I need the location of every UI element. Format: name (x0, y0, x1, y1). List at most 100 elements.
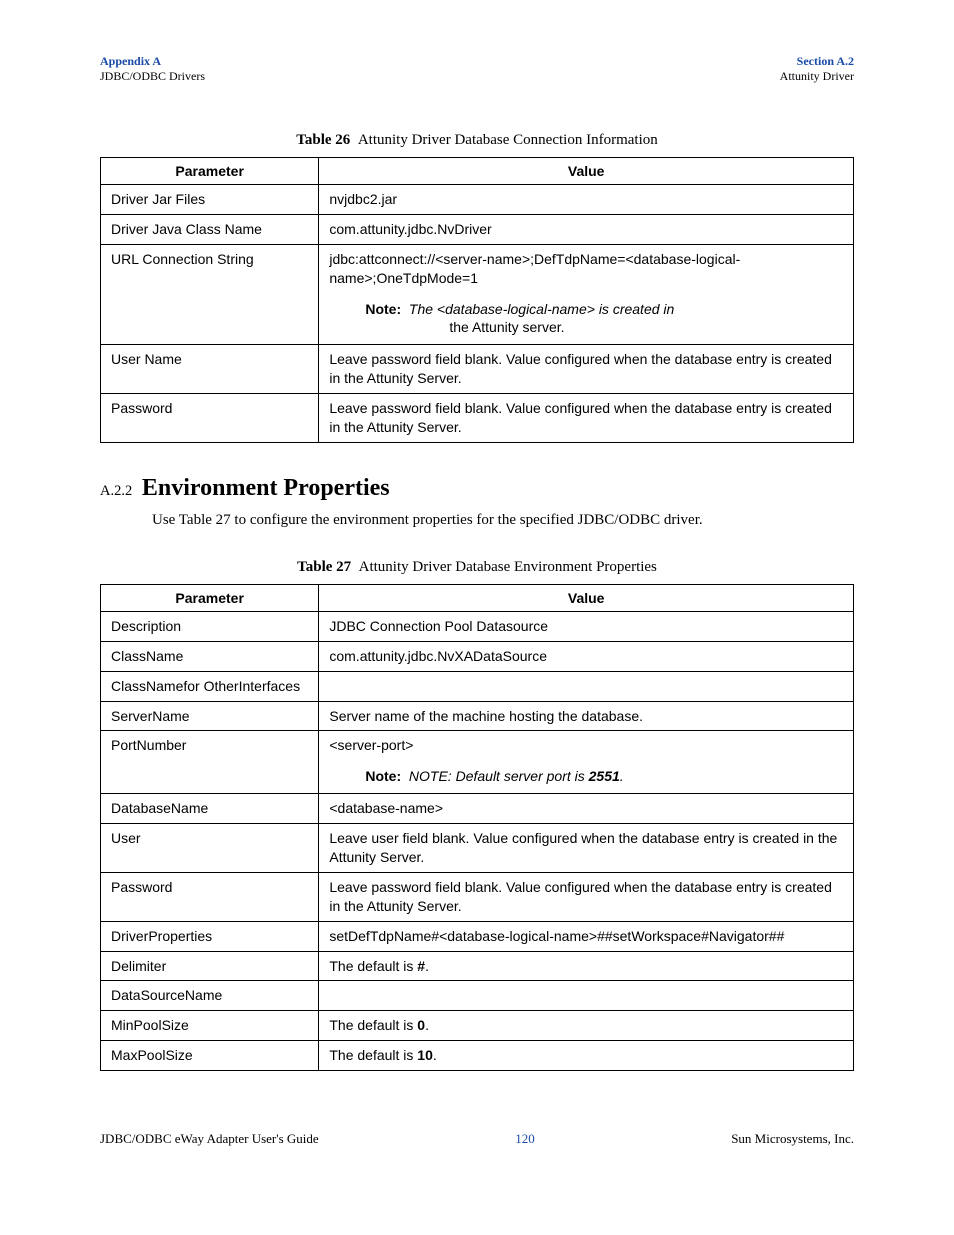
val-pre: The default is (329, 958, 417, 974)
table-row: MaxPoolSize The default is 10. (101, 1041, 854, 1071)
table26-caption: Table 26 Attunity Driver Database Connec… (100, 132, 854, 149)
val-pre: The default is (329, 1017, 417, 1033)
cell-param: ServerName (101, 701, 319, 731)
page-footer: JDBC/ODBC eWay Adapter User's Guide 120 … (100, 1131, 854, 1147)
header-appendix: Appendix A (100, 54, 205, 69)
table27-label: Table 27 (297, 559, 351, 575)
table-row: Password Leave password field blank. Val… (101, 872, 854, 921)
cell-param: URL Connection String (101, 244, 319, 345)
cell-param: DatabaseName (101, 794, 319, 824)
cell-param: PortNumber (101, 731, 319, 794)
val-bold: 10 (417, 1047, 433, 1063)
cell-value: The default is 0. (319, 1011, 854, 1041)
cell-param: MinPoolSize (101, 1011, 319, 1041)
table27-head-param: Parameter (101, 584, 319, 611)
header-right-sub: Attunity Driver (780, 69, 854, 84)
section-title: Environment Properties (142, 475, 390, 501)
cell-param: Password (101, 394, 319, 443)
cell-param: Driver Jar Files (101, 185, 319, 215)
cell-value: The default is #. (319, 951, 854, 981)
val-post: . (425, 958, 429, 974)
footer-page-number: 120 (515, 1131, 535, 1147)
cell-param: Driver Java Class Name (101, 214, 319, 244)
table-row: MinPoolSize The default is 0. (101, 1011, 854, 1041)
val-bold: # (417, 958, 425, 974)
table-row: ServerName Server name of the machine ho… (101, 701, 854, 731)
cell-param: User (101, 824, 319, 873)
cell-param: DataSourceName (101, 981, 319, 1011)
table-row: Driver Jar Files nvjdbc2.jar (101, 185, 854, 215)
cell-param: DriverProperties (101, 921, 319, 951)
section-number: A.2.2 (100, 483, 132, 499)
cell-param: Description (101, 611, 319, 641)
note-label: Note: (365, 301, 401, 317)
table-row: PortNumber <server-port> Note: NOTE: Def… (101, 731, 854, 794)
header-left: Appendix A JDBC/ODBC Drivers (100, 54, 205, 84)
table-row: DataSourceName (101, 981, 854, 1011)
cell-value: Leave password field blank. Value config… (319, 394, 854, 443)
table-row: URL Connection String jdbc:attconnect://… (101, 244, 854, 345)
header-left-sub: JDBC/ODBC Drivers (100, 69, 205, 84)
cell-param: User Name (101, 345, 319, 394)
table26-head-value: Value (319, 158, 854, 185)
page: Appendix A JDBC/ODBC Drivers Section A.2… (0, 0, 954, 1187)
table27: Parameter Value Description JDBC Connect… (100, 584, 854, 1071)
note-bold: 2551 (589, 768, 620, 784)
val-bold: 0 (417, 1017, 425, 1033)
table27-caption: Table 27 Attunity Driver Database Enviro… (100, 559, 854, 576)
cell-value: com.attunity.jdbc.NvDriver (319, 214, 854, 244)
table-row: Driver Java Class Name com.attunity.jdbc… (101, 214, 854, 244)
cell-value (319, 981, 854, 1011)
cell-value: com.attunity.jdbc.NvXADataSource (319, 641, 854, 671)
cell-value: nvjdbc2.jar (319, 185, 854, 215)
cell-value: JDBC Connection Pool Datasource (319, 611, 854, 641)
cell-value: Server name of the machine hosting the d… (319, 701, 854, 731)
note-block: Note: NOTE: Default server port is 2551. (365, 767, 843, 786)
table-row: Password Leave password field blank. Val… (101, 394, 854, 443)
section-heading: A.2.2 Environment Properties (100, 475, 854, 502)
note-rest: the Attunity server. (449, 318, 843, 337)
table-row: User Leave user field blank. Value confi… (101, 824, 854, 873)
table26-head-param: Parameter (101, 158, 319, 185)
cell-param: ClassName (101, 641, 319, 671)
table-row: Description JDBC Connection Pool Datasou… (101, 611, 854, 641)
cell-value (319, 671, 854, 701)
cell-param: Password (101, 872, 319, 921)
table-row: Delimiter The default is #. (101, 951, 854, 981)
cell-value-text: <server-port> (329, 737, 413, 753)
table-row: User Name Leave password field blank. Va… (101, 345, 854, 394)
cell-value: Leave password field blank. Value config… (319, 872, 854, 921)
note-post: . (620, 768, 624, 784)
header-section: Section A.2 (780, 54, 854, 69)
note-body: NOTE: Default server port is 2551. (409, 768, 624, 784)
cell-value: <database-name> (319, 794, 854, 824)
table27-caption-text: Attunity Driver Database Environment Pro… (359, 559, 657, 575)
val-pre: The default is (329, 1047, 417, 1063)
table-row: DatabaseName <database-name> (101, 794, 854, 824)
table26-label: Table 26 (296, 132, 350, 148)
section-paragraph: Use Table 27 to configure the environmen… (152, 510, 854, 531)
table-row: DriverProperties setDefTdpName#<database… (101, 921, 854, 951)
note-block: Note: The <database-logical-name> is cre… (365, 300, 843, 338)
table26-caption-text: Attunity Driver Database Connection Info… (358, 132, 658, 148)
cell-value: Leave password field blank. Value config… (319, 345, 854, 394)
note-body: The <database-logical-name> is created i… (409, 301, 674, 317)
cell-value: The default is 10. (319, 1041, 854, 1071)
footer-right: Sun Microsystems, Inc. (731, 1131, 854, 1147)
table-row: ClassNamefor OtherInterfaces (101, 671, 854, 701)
note-label: Note: (365, 768, 401, 784)
cell-value: Leave user field blank. Value configured… (319, 824, 854, 873)
page-header: Appendix A JDBC/ODBC Drivers Section A.2… (100, 54, 854, 84)
footer-left: JDBC/ODBC eWay Adapter User's Guide (100, 1131, 319, 1147)
table26: Parameter Value Driver Jar Files nvjdbc2… (100, 157, 854, 443)
cell-param: MaxPoolSize (101, 1041, 319, 1071)
val-post: . (433, 1047, 437, 1063)
cell-param: ClassNamefor OtherInterfaces (101, 671, 319, 701)
table-row: ClassName com.attunity.jdbc.NvXADataSour… (101, 641, 854, 671)
header-right: Section A.2 Attunity Driver (780, 54, 854, 84)
cell-value: setDefTdpName#<database-logical-name>##s… (319, 921, 854, 951)
cell-value-text: jdbc:attconnect://<server-name>;DefTdpNa… (329, 251, 740, 286)
cell-param: Delimiter (101, 951, 319, 981)
cell-value: jdbc:attconnect://<server-name>;DefTdpNa… (319, 244, 854, 345)
table27-head-value: Value (319, 584, 854, 611)
